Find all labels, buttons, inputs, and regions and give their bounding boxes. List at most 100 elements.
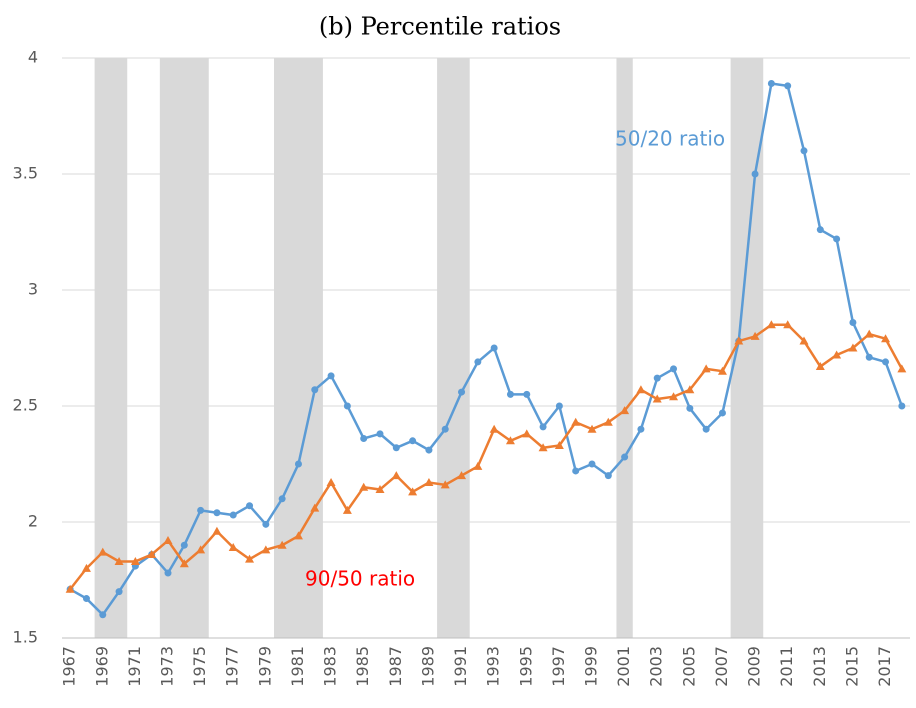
y-tick-label: 1.5: [13, 628, 38, 647]
marker: [505, 436, 515, 445]
marker: [326, 478, 336, 487]
marker: [766, 320, 776, 329]
marker: [424, 478, 434, 487]
marker: [278, 495, 286, 503]
marker: [554, 440, 564, 449]
marker: [587, 424, 597, 433]
marker: [701, 364, 711, 373]
marker: [702, 425, 710, 433]
marker: [197, 506, 205, 514]
marker: [408, 487, 418, 496]
marker: [245, 554, 255, 563]
x-tick-label: 2017: [875, 646, 894, 687]
marker: [474, 358, 482, 366]
marker: [409, 437, 417, 445]
marker: [555, 402, 563, 410]
marker: [457, 471, 467, 480]
marker: [115, 588, 123, 596]
x-tick-label: 1975: [190, 646, 209, 687]
marker: [832, 350, 842, 359]
marker: [718, 409, 726, 417]
marker: [342, 505, 352, 514]
marker: [277, 540, 287, 549]
marker: [898, 402, 906, 410]
y-tick-label: 3: [28, 280, 38, 299]
marker: [833, 235, 841, 243]
x-tick-label: 1995: [516, 646, 535, 687]
marker: [717, 366, 727, 375]
marker: [311, 386, 319, 394]
marker: [327, 372, 335, 380]
marker: [865, 353, 873, 361]
marker: [359, 482, 369, 491]
x-tick-label: 2011: [777, 646, 796, 687]
recession-shade: [437, 58, 470, 638]
marker: [604, 472, 612, 480]
marker: [750, 331, 760, 340]
marker: [262, 520, 270, 528]
marker: [489, 424, 499, 433]
series-label: 90/50 ratio: [305, 567, 415, 591]
line: [69, 82, 904, 617]
marker: [164, 569, 172, 577]
marker: [669, 392, 679, 401]
marker: [653, 374, 661, 382]
marker: [196, 545, 206, 554]
marker: [620, 406, 630, 415]
x-tick-label: 1987: [386, 646, 405, 687]
x-tick-label: 1971: [125, 646, 144, 687]
marker: [229, 511, 237, 519]
recession-shade: [94, 58, 128, 638]
marker: [621, 453, 629, 461]
marker: [294, 460, 302, 468]
x-tick-label: 2009: [745, 646, 764, 687]
marker: [212, 526, 222, 535]
x-tick-label: 1979: [255, 646, 274, 687]
marker: [572, 467, 580, 475]
marker: [523, 390, 531, 398]
x-tick-label: 2015: [842, 646, 861, 687]
marker: [799, 336, 809, 345]
x-tick-label: 1981: [288, 646, 307, 687]
marker: [228, 543, 238, 552]
marker: [130, 556, 140, 565]
marker: [816, 226, 824, 234]
marker: [82, 595, 90, 603]
marker: [767, 80, 775, 88]
x-tick-label: 2007: [712, 646, 731, 687]
marker: [375, 485, 385, 494]
marker: [376, 430, 384, 438]
chart-title: (b) Percentile ratios: [319, 13, 561, 41]
marker: [163, 536, 173, 545]
y-tick-label: 2.5: [13, 396, 38, 415]
x-tick-label: 1993: [484, 646, 503, 687]
marker: [670, 365, 678, 373]
marker: [391, 471, 401, 480]
marker: [81, 563, 91, 572]
marker: [147, 549, 157, 558]
marker: [98, 547, 108, 556]
marker: [652, 394, 662, 403]
x-tick-label: 2001: [614, 646, 633, 687]
x-tick-label: 1977: [223, 646, 242, 687]
series-label: 50/20 ratio: [615, 127, 725, 151]
marker: [392, 444, 400, 452]
marker: [473, 461, 483, 470]
marker: [815, 362, 825, 371]
x-tick-label: 2003: [647, 646, 666, 687]
marker: [65, 584, 75, 593]
marker: [882, 358, 890, 366]
marker: [506, 390, 514, 398]
marker: [636, 385, 646, 394]
marker: [783, 320, 793, 329]
marker: [458, 388, 466, 396]
marker: [784, 82, 792, 90]
recession-shade: [274, 58, 323, 638]
x-tick-label: 1999: [582, 646, 601, 687]
x-tick-label: 2013: [810, 646, 829, 687]
x-tick-label: 1969: [92, 646, 111, 687]
marker: [864, 329, 874, 338]
recession-shade: [616, 58, 633, 638]
marker: [261, 545, 271, 554]
